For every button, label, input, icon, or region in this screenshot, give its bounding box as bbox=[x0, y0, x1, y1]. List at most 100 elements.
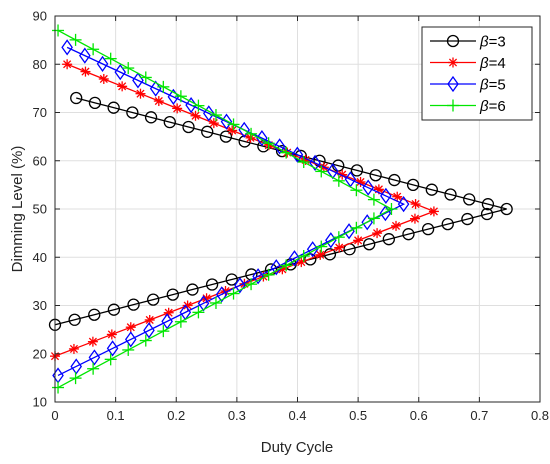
data-point bbox=[406, 178, 420, 192]
data-point bbox=[192, 306, 205, 319]
data-point bbox=[70, 91, 83, 105]
data-point bbox=[441, 217, 454, 231]
data-point bbox=[313, 154, 326, 167]
data-point bbox=[343, 223, 355, 240]
data-point bbox=[463, 193, 476, 206]
data-point bbox=[104, 52, 117, 65]
series-group bbox=[48, 24, 513, 394]
data-point bbox=[61, 39, 73, 56]
data-point bbox=[367, 212, 380, 225]
data-point bbox=[52, 381, 65, 394]
data-point bbox=[68, 343, 79, 354]
data-point bbox=[350, 221, 363, 234]
data-point bbox=[144, 111, 158, 124]
data-point bbox=[124, 331, 137, 348]
axis-ticks: 0 0.1 0.2 0.3 0.4 0.5 0.6 0.7 0.8 10 20 30 40 50 60 70 8… bbox=[33, 9, 550, 424]
y-tick-label: 30 bbox=[33, 298, 47, 313]
data-point bbox=[234, 277, 246, 294]
series-line bbox=[54, 97, 507, 326]
data-point bbox=[107, 303, 121, 316]
data-point bbox=[98, 73, 109, 84]
data-point bbox=[62, 59, 73, 70]
data-point bbox=[273, 138, 286, 155]
y-tick-label: 70 bbox=[33, 105, 47, 120]
data-point bbox=[315, 249, 326, 260]
y-axis-label: Dimming Level (%) bbox=[9, 146, 26, 273]
data-point bbox=[500, 202, 513, 216]
data-point bbox=[382, 233, 395, 246]
data-point bbox=[461, 212, 474, 226]
data-point bbox=[174, 90, 187, 103]
data-point bbox=[252, 268, 264, 285]
x-tick-label: 0.1 bbox=[107, 408, 125, 423]
data-point bbox=[87, 362, 100, 375]
data-point bbox=[192, 99, 205, 112]
data-point bbox=[425, 183, 438, 196]
data-point bbox=[157, 80, 170, 93]
legend: β=3 β=4 β=5 β=6 bbox=[421, 26, 533, 121]
data-point bbox=[52, 24, 65, 37]
data-point bbox=[355, 176, 366, 187]
y-tick-label: 50 bbox=[33, 202, 47, 217]
data-point bbox=[350, 164, 364, 177]
data-point bbox=[262, 137, 275, 150]
series-3 bbox=[52, 39, 410, 384]
data-point bbox=[219, 130, 233, 143]
data-point bbox=[350, 184, 363, 197]
data-point bbox=[88, 349, 101, 366]
data-point bbox=[205, 278, 219, 291]
data-point bbox=[428, 206, 439, 217]
data-point bbox=[397, 196, 410, 213]
y-tick-label: 20 bbox=[33, 346, 47, 361]
data-point bbox=[147, 293, 160, 306]
data-point bbox=[332, 174, 345, 187]
data-point bbox=[270, 259, 283, 276]
y-tick-label: 60 bbox=[33, 153, 47, 168]
data-point bbox=[325, 232, 337, 249]
data-point bbox=[143, 322, 155, 339]
data-point bbox=[135, 88, 146, 99]
data-point bbox=[238, 121, 251, 139]
data-point bbox=[166, 288, 179, 301]
data-point bbox=[262, 268, 275, 281]
data-point bbox=[227, 118, 240, 131]
y-tick-label: 40 bbox=[33, 250, 47, 265]
data-point bbox=[363, 238, 376, 251]
data-point bbox=[362, 179, 374, 196]
legend-item: β=5 bbox=[430, 75, 506, 94]
data-point bbox=[107, 101, 120, 114]
x-tick-label: 0.5 bbox=[349, 408, 367, 423]
data-point bbox=[402, 228, 415, 241]
data-point bbox=[88, 308, 101, 321]
data-point bbox=[144, 314, 155, 325]
x-tick-label: 0.2 bbox=[167, 408, 185, 423]
data-point bbox=[291, 146, 304, 163]
data-point bbox=[201, 125, 214, 138]
data-point bbox=[79, 47, 91, 64]
data-point bbox=[391, 220, 402, 231]
data-point bbox=[87, 336, 98, 347]
data-point bbox=[385, 203, 398, 215]
data-point bbox=[392, 191, 403, 202]
y-tick-label: 10 bbox=[33, 395, 47, 410]
data-point bbox=[174, 315, 187, 328]
x-tick-label: 0.8 bbox=[531, 408, 549, 423]
data-point bbox=[372, 228, 383, 239]
data-point bbox=[410, 199, 421, 210]
data-point bbox=[245, 278, 258, 291]
data-point bbox=[163, 116, 176, 129]
legend-marker bbox=[447, 75, 459, 93]
data-point bbox=[315, 240, 328, 253]
data-point bbox=[480, 207, 494, 221]
data-point bbox=[69, 33, 82, 46]
data-point bbox=[117, 81, 128, 92]
legend-marker bbox=[446, 34, 460, 48]
legend-item: β=6 bbox=[430, 98, 506, 115]
data-point bbox=[122, 343, 135, 356]
legend-label: β=4 bbox=[479, 55, 506, 72]
data-point bbox=[444, 188, 457, 201]
data-point bbox=[190, 110, 201, 121]
legend-item: β=4 bbox=[430, 55, 506, 72]
data-point bbox=[114, 64, 127, 81]
